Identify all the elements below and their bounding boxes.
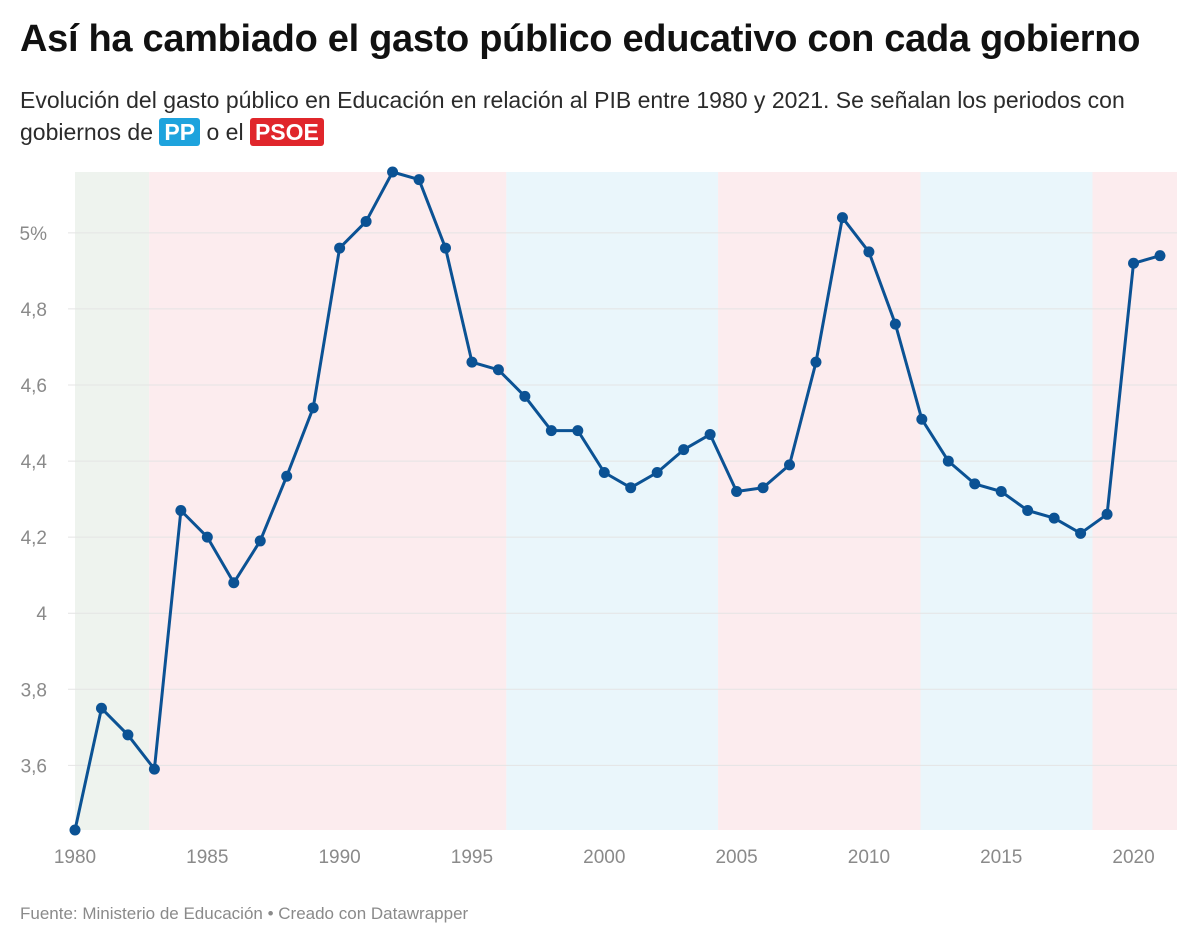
line-chart: 3,6 3,8 4 4,2 4,4 4,6 4,8 5% 1980 1985 1990 1995 20… bbox=[20, 166, 1177, 868]
x-tick-label: 2020 bbox=[1112, 847, 1154, 868]
data-point-2006 bbox=[757, 482, 769, 494]
data-point-1992 bbox=[387, 166, 399, 178]
subtitle-text: Evolución del gasto público en Educación… bbox=[20, 87, 1125, 145]
y-tick-label: 4,6 bbox=[21, 376, 47, 397]
data-point-2005 bbox=[731, 485, 743, 497]
data-point-1986 bbox=[228, 577, 240, 589]
data-point-1983 bbox=[148, 763, 160, 775]
data-point-1993 bbox=[413, 174, 425, 186]
y-tick-label: 3,6 bbox=[21, 756, 47, 777]
data-point-1985 bbox=[201, 531, 213, 543]
x-tick-label: 1985 bbox=[186, 847, 228, 868]
data-point-2019 bbox=[1101, 508, 1113, 520]
government-period-bands bbox=[75, 172, 1177, 830]
data-points bbox=[69, 166, 1166, 836]
x-tick-label: 1980 bbox=[54, 847, 96, 868]
data-point-1994 bbox=[439, 242, 451, 254]
period-band-psoe-2018.45 bbox=[1092, 172, 1177, 830]
data-point-2001 bbox=[625, 482, 637, 494]
subtitle-connector: o el bbox=[206, 119, 244, 145]
x-tick-label: 2015 bbox=[980, 847, 1022, 868]
data-point-2018 bbox=[1075, 527, 1087, 539]
y-gridlines bbox=[68, 232, 1177, 766]
data-point-2011 bbox=[889, 318, 901, 330]
x-axis-ticks: 1980 1985 1990 1995 2000 2005 2010 2015 2020 bbox=[54, 847, 1155, 868]
data-point-1984 bbox=[175, 505, 187, 517]
data-point-2008 bbox=[810, 356, 822, 368]
pp-legend-tag: PP bbox=[159, 118, 201, 146]
data-point-2015 bbox=[995, 485, 1007, 497]
period-band-other-1980 bbox=[75, 172, 150, 830]
data-point-2009 bbox=[836, 212, 848, 224]
data-point-1987 bbox=[254, 535, 266, 547]
chart-subtitle: Evolución del gasto público en Educación… bbox=[20, 84, 1185, 148]
psoe-legend-tag: PSOE bbox=[249, 118, 324, 146]
period-band-psoe-2004.3 bbox=[718, 172, 921, 830]
period-band-pp-1996.3 bbox=[506, 172, 719, 830]
y-tick-label: 4 bbox=[36, 604, 47, 625]
data-point-2017 bbox=[1048, 512, 1060, 524]
data-point-1995 bbox=[466, 356, 478, 368]
data-point-2003 bbox=[678, 444, 690, 456]
data-point-1996 bbox=[492, 364, 504, 376]
data-point-1999 bbox=[572, 425, 584, 437]
data-point-2016 bbox=[1022, 505, 1034, 517]
x-tick-label: 1990 bbox=[318, 847, 360, 868]
data-point-2014 bbox=[969, 478, 981, 490]
data-point-1980 bbox=[69, 824, 81, 836]
data-point-1982 bbox=[122, 729, 134, 741]
y-tick-label: 5% bbox=[20, 224, 48, 245]
chart-title: Así ha cambiado el gasto público educati… bbox=[20, 18, 1141, 60]
data-point-2012 bbox=[916, 413, 928, 425]
x-tick-label: 1995 bbox=[451, 847, 493, 868]
x-tick-label: 2000 bbox=[583, 847, 625, 868]
source-note: Fuente: Ministerio de Educación • Creado… bbox=[20, 904, 469, 923]
x-tick-label: 2005 bbox=[715, 847, 757, 868]
data-point-2013 bbox=[942, 455, 954, 467]
data-point-2000 bbox=[598, 466, 610, 478]
data-point-2004 bbox=[704, 428, 716, 440]
y-tick-label: 4,2 bbox=[21, 528, 47, 549]
data-point-1997 bbox=[519, 390, 531, 402]
data-point-1981 bbox=[95, 702, 107, 714]
data-point-1989 bbox=[307, 402, 319, 414]
y-tick-label: 4,8 bbox=[21, 300, 47, 321]
y-tick-label: 4,4 bbox=[21, 452, 48, 473]
data-point-2010 bbox=[863, 246, 875, 258]
data-point-1988 bbox=[281, 470, 293, 482]
data-point-2007 bbox=[784, 459, 796, 471]
data-point-2002 bbox=[651, 466, 663, 478]
data-point-2021 bbox=[1154, 250, 1166, 262]
y-axis-ticks: 3,6 3,8 4 4,2 4,4 4,6 4,8 5% bbox=[20, 224, 48, 777]
x-tick-label: 2010 bbox=[848, 847, 890, 868]
data-point-1998 bbox=[545, 425, 557, 437]
data-point-1990 bbox=[334, 242, 346, 254]
y-tick-label: 3,8 bbox=[21, 680, 47, 701]
period-band-pp-2011.95 bbox=[920, 172, 1093, 830]
data-point-2020 bbox=[1128, 257, 1140, 269]
period-band-psoe-1982.8 bbox=[149, 172, 507, 830]
data-point-1991 bbox=[360, 215, 372, 227]
